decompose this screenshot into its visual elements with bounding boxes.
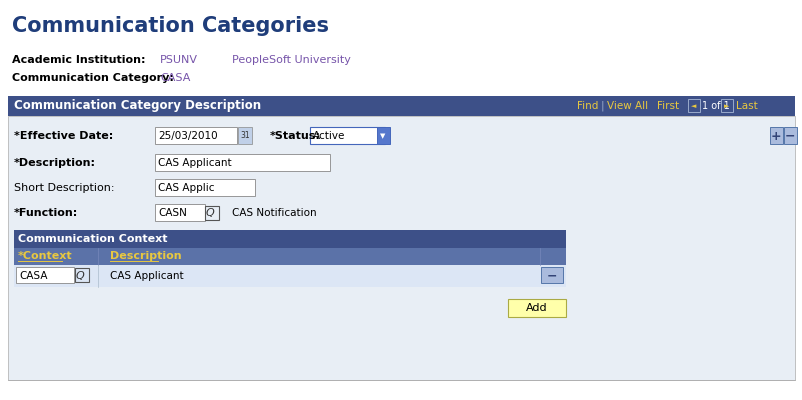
Bar (155, 179, 255, 196)
Text: Active: Active (313, 131, 345, 141)
Text: CAS Applic: CAS Applic (158, 183, 214, 193)
Bar (75, 268, 89, 282)
Bar (783, 127, 796, 144)
Text: Communication Context: Communication Context (18, 234, 168, 244)
Text: *Function:: *Function: (14, 208, 78, 218)
Text: −: − (784, 130, 794, 142)
Text: CAS Notification: CAS Notification (232, 208, 316, 218)
Text: CASA: CASA (19, 271, 47, 281)
Text: ▼: ▼ (380, 133, 385, 139)
Text: 25/03/2010: 25/03/2010 (158, 131, 217, 141)
Text: ►: ► (723, 103, 729, 109)
Bar (14, 265, 565, 287)
Bar (155, 154, 330, 171)
Text: |: | (600, 101, 604, 111)
Text: CAS Applicant: CAS Applicant (158, 158, 231, 168)
Text: CASA: CASA (160, 73, 190, 83)
Bar (310, 127, 384, 144)
Text: *Effective Date:: *Effective Date: (14, 131, 113, 141)
Bar (237, 127, 252, 144)
Text: Description: Description (110, 251, 181, 261)
Text: PeopleSoft University: PeopleSoft University (232, 55, 350, 65)
Bar (14, 230, 565, 248)
Bar (539, 248, 565, 265)
Text: Add: Add (525, 303, 547, 313)
Text: CASN: CASN (158, 208, 187, 218)
Text: First: First (656, 101, 678, 111)
Text: Q: Q (75, 271, 84, 281)
Text: Find: Find (577, 101, 597, 111)
Text: +: + (770, 130, 780, 142)
Bar (155, 127, 237, 144)
Bar (16, 267, 74, 283)
Bar (376, 127, 390, 144)
Text: *Status:: *Status: (269, 131, 321, 141)
Text: 1 of 1: 1 of 1 (701, 101, 729, 111)
Text: *Context: *Context (18, 251, 72, 261)
Text: Communication Categories: Communication Categories (12, 16, 329, 36)
Bar (155, 204, 205, 221)
Text: Short Description:: Short Description: (14, 183, 115, 193)
Bar (205, 206, 219, 220)
Text: Last: Last (735, 101, 757, 111)
Text: 31: 31 (240, 132, 249, 140)
Text: View All: View All (606, 101, 647, 111)
Text: Communication Category:: Communication Category: (12, 73, 174, 83)
Bar (508, 299, 565, 317)
Bar (8, 116, 794, 380)
Bar (8, 96, 794, 116)
Text: Academic Institution:: Academic Institution: (12, 55, 145, 65)
Text: Q: Q (205, 208, 214, 218)
Bar (720, 99, 732, 112)
Bar (769, 127, 782, 144)
Bar (541, 267, 562, 283)
Text: Communication Category Description: Communication Category Description (14, 100, 261, 112)
Text: ◄: ◄ (691, 103, 696, 109)
Text: −: − (546, 270, 557, 282)
Text: CAS Applicant: CAS Applicant (110, 271, 184, 281)
Text: PSUNV: PSUNV (160, 55, 198, 65)
Text: *Description:: *Description: (14, 158, 96, 168)
Bar (687, 99, 699, 112)
Bar (14, 248, 565, 265)
